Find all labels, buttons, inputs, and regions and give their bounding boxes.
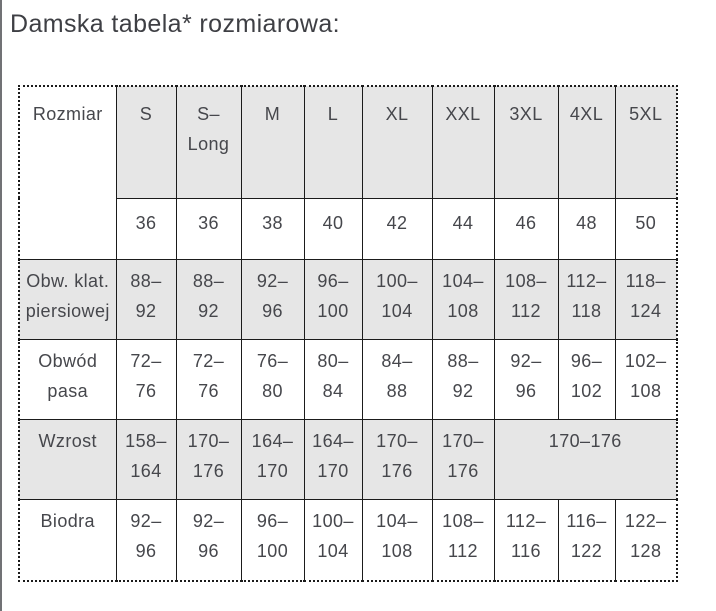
measurement-value-cell: 92– 96 [115, 498, 177, 582]
table-row-hips: Biodra 92– 96 92– 96 96– 100 100– 104 10… [18, 498, 678, 582]
measurement-value-cell: 164– 170 [240, 418, 305, 500]
measurement-value-cell: 92– 96 [493, 338, 559, 420]
measurement-value-cell: 88– 92 [175, 258, 242, 340]
measurement-value-cell: 96– 100 [240, 498, 305, 582]
measurement-value-cell: 72– 76 [175, 338, 242, 420]
confection-number-cell: 44 [431, 197, 495, 260]
measurement-value-cell: 108– 112 [493, 258, 559, 340]
measurement-value-cell: 102– 108 [614, 338, 678, 420]
measurement-value-cell: 170– 176 [361, 418, 433, 500]
measurement-value-cell: 76– 80 [240, 338, 305, 420]
measurement-value-cell: 112– 118 [557, 258, 616, 340]
size-table: Rozmiar S S– Long M L XL XXL 3XL 4XL 5XL… [18, 85, 678, 582]
page-title: Damska tabela* rozmiarowa: [10, 10, 340, 38]
confection-number-cell: 36 [115, 197, 177, 260]
measurement-value-cell: 72– 76 [115, 338, 177, 420]
measurement-label-cell: Obwód pasa [18, 338, 117, 420]
size-header-cell: M [240, 85, 305, 199]
measurement-value-cell: 104– 108 [361, 498, 433, 582]
measurement-value-cell: 92– 96 [240, 258, 305, 340]
size-header-cell: L [303, 85, 363, 199]
measurement-value-cell: 88– 92 [115, 258, 177, 340]
measurement-label-cell: Wzrost [18, 418, 117, 500]
confection-number-cell: 38 [240, 197, 305, 260]
confection-number-cell: 48 [557, 197, 616, 260]
confection-number-cell: 42 [361, 197, 433, 260]
measurement-label-cell: Biodra [18, 498, 117, 582]
table-row-chest: Obw. klat. piersiowej 88– 92 88– 92 92– … [18, 258, 678, 340]
size-header-cell: S [115, 85, 177, 199]
measurement-value-cell: 118– 124 [614, 258, 678, 340]
measurement-value-cell: 96– 102 [557, 338, 616, 420]
size-header-cell: S– Long [175, 85, 242, 199]
corner-cell-rozmiar: Rozmiar [18, 85, 117, 260]
table-row-confection-numbers: 36 36 38 40 42 44 46 48 50 [19, 197, 678, 260]
measurement-value-cell: 170– 176 [175, 418, 242, 500]
measurement-value-cell: 108– 112 [431, 498, 495, 582]
size-header-cell: XXL [431, 85, 495, 199]
measurement-value-cell: 92– 96 [175, 498, 242, 582]
measurement-value-cell: 88– 92 [431, 338, 495, 420]
measurement-value-cell: 84– 88 [361, 338, 433, 420]
confection-number-cell: 36 [175, 197, 242, 260]
measurement-value-cell: 170– 176 [431, 418, 495, 500]
size-header-cell: XL [361, 85, 433, 199]
measurement-label-cell: Obw. klat. piersiowej [18, 258, 117, 340]
measurement-value-cell: 122– 128 [614, 498, 678, 582]
table-row-size-labels: Rozmiar S S– Long M L XL XXL 3XL 4XL 5XL [18, 85, 678, 260]
size-header-cell: 4XL [557, 85, 616, 199]
measurement-value-cell: 100– 104 [361, 258, 433, 340]
table-row-waist: Obwód pasa 72– 76 72– 76 76– 80 80– 84 8… [18, 338, 678, 420]
confection-number-cell: 50 [614, 197, 678, 260]
measurement-value-cell-merged: 170–176 [493, 418, 678, 500]
measurement-value-cell: 112– 116 [493, 498, 559, 582]
measurement-value-cell: 116– 122 [557, 498, 616, 582]
measurement-value-cell: 158– 164 [115, 418, 177, 500]
size-header-cell: 3XL [493, 85, 559, 199]
measurement-value-cell: 80– 84 [303, 338, 363, 420]
measurement-value-cell: 100– 104 [303, 498, 363, 582]
confection-number-cell: 46 [493, 197, 559, 260]
measurement-value-cell: 96– 100 [303, 258, 363, 340]
size-header-cell: 5XL [614, 85, 678, 199]
measurement-value-cell: 164– 170 [303, 418, 363, 500]
confection-number-cell: 40 [303, 197, 363, 260]
measurement-value-cell: 104– 108 [431, 258, 495, 340]
table-row-height: Wzrost 158– 164 170– 176 164– 170 164– 1… [18, 418, 678, 500]
